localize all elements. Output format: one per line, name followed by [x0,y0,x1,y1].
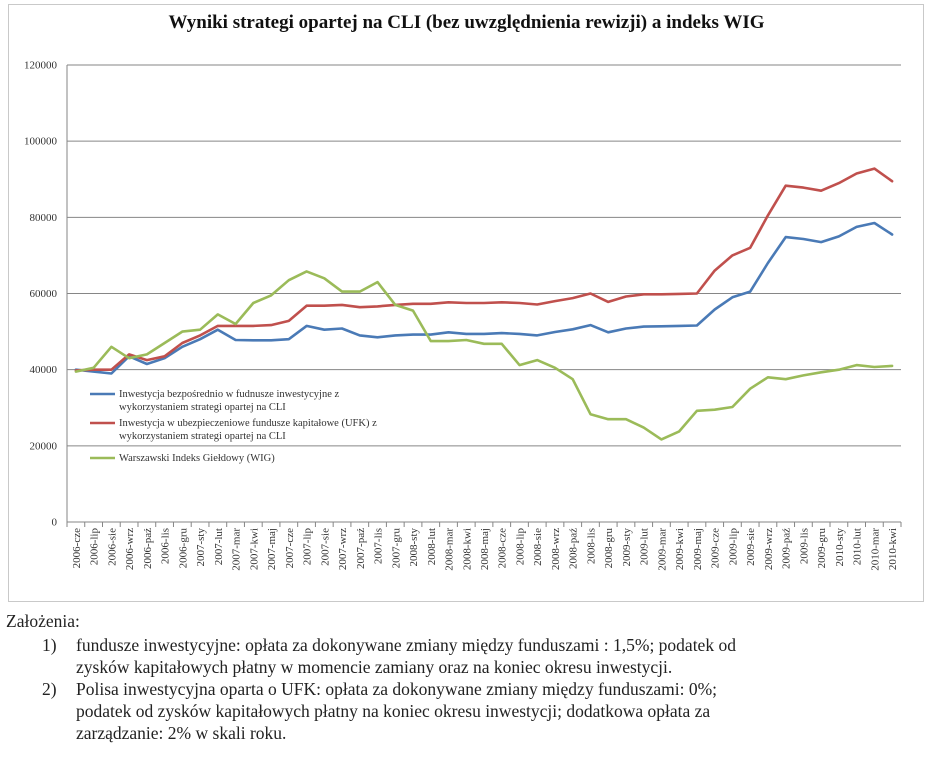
y-tick-label: 0 [52,517,58,529]
x-tick-label: 2009-maj [692,528,704,570]
x-tick-label: 2007-cze [284,528,296,568]
x-tick-label: 2007-gru [390,528,402,569]
series-line-1 [74,221,894,375]
legend-label: wykorzystaniem strategi opartej na CLI [119,431,286,442]
x-tick-label: 2009-sie [745,528,757,566]
x-tick-label: 2007-lip [302,528,314,566]
legend-label: Inwestycja bezpośrednio w fudnusze inwes… [119,389,339,400]
y-tick-label: 120000 [24,60,58,72]
y-tick-label: 60000 [30,288,58,300]
legend-label: Warszawski Indeks Giełdowy (WIG) [119,453,275,464]
series-line-2 [74,167,894,372]
x-tick-label: 2008-cze [497,528,509,568]
x-tick-label: 2009-cze [710,528,722,568]
x-tick-label: 2008-maj [479,528,491,570]
x-tick-label: 2007-lis [373,528,385,564]
x-tick-label: 2009-kwi [674,528,686,570]
legend-label: Inwestycja w ubezpieczeniowe fundusze ka… [119,418,377,429]
chart-title: Wyniki strategi opartej na CLI (bez uwzg… [168,12,765,33]
x-tick-label: 2008-lis [585,528,597,564]
x-tick-label: 2008-kwi [461,528,473,570]
x-tick-label: 2008-gru [603,528,615,569]
x-tick-label: 2009-lip [727,528,739,566]
note-line: Polisa inwestycyjna oparta o UFK: opłata… [76,679,718,699]
x-tick-label: 2009-lut [639,528,651,565]
x-tick-label: 2010-kwi [887,528,899,570]
x-tick-label: 2008-lip [514,528,526,566]
note-line: zysków kapitałowych płatny w momencie za… [76,657,673,677]
x-tick-label: 2010-mar [869,528,881,571]
x-tick-label: 2008-sty [408,528,420,567]
x-tick-label: 2007-kwi [248,528,260,570]
x-tick-label: 2008-lut [426,528,438,565]
notes-section: Założenia: 1) fundusze inwestycyjne: opł… [6,610,926,744]
note-line: zarządzanie: 2% w skali roku. [76,723,287,743]
notes-heading: Założenia: [6,611,80,631]
note-number: 2) [42,679,57,699]
x-tick-label: 2009-paź [781,528,793,569]
legend-label: wykorzystaniem strategi opartej na CLI [119,402,286,413]
x-tick-label: 2007-wrz [337,528,349,570]
x-tick-label: 2007-sie [319,528,331,566]
x-tick-label: 2006-sie [106,528,118,566]
y-tick-label: 100000 [24,136,58,148]
x-tick-label: 2007-sty [195,528,207,567]
x-tick-label: 2006-paź [142,528,154,569]
x-tick-label: 2006-lis [160,528,172,564]
x-tick-label: 2008-sie [532,528,544,566]
x-tick-label: 2009-lis [798,528,810,564]
y-tick-label: 40000 [30,364,58,376]
x-tick-label: 2008-paź [568,528,580,569]
note-item-2: 2) Polisa inwestycyjna oparta o UFK: opł… [6,678,926,744]
x-tick-label: 2007-paź [355,528,367,569]
y-tick-label: 80000 [30,212,58,224]
note-line: fundusze inwestycyjne: opłata za dokonyw… [76,635,736,655]
x-tick-label: 2006-lip [89,528,101,566]
x-tick-label: 2007-lut [213,528,225,565]
x-tick-label: 2007-maj [266,528,278,570]
x-tick-label: 2007-mar [231,528,243,571]
series-line-3 [74,270,894,441]
x-tick-label: 2009-mar [656,528,668,571]
x-tick-label: 2009-wrz [763,528,775,570]
x-tick-label: 2010-sty [834,528,846,567]
note-line: podatek od zysków kapitałowych płatny na… [76,701,711,721]
x-tick-label: 2006-wrz [124,528,136,570]
note-item-1: 1) fundusze inwestycyjne: opłata za doko… [6,634,926,678]
x-tick-label: 2008-wrz [550,528,562,570]
x-tick-label: 2008-mar [444,528,456,571]
y-tick-label: 20000 [30,440,58,452]
x-tick-label: 2009-gru [816,528,828,569]
note-number: 1) [42,635,57,655]
x-tick-label: 2009-sty [621,528,633,567]
line-chart: 0 20000 40000 60000 80000 100000 120000 2006-cz… [24,60,902,571]
x-tick-label: 2006-cze [71,528,83,568]
x-tick-label: 2010-lut [852,528,864,565]
x-tick-label: 2006-gru [177,528,189,569]
